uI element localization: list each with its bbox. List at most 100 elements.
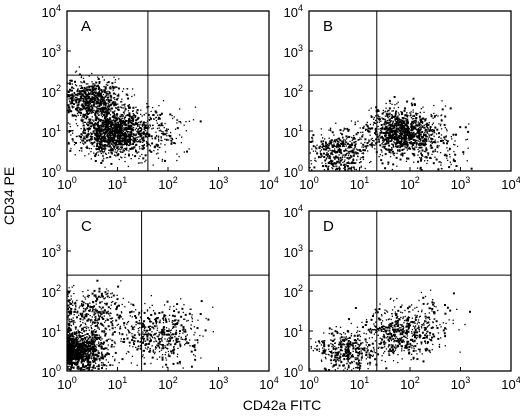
event-dot xyxy=(422,155,424,157)
event-dot xyxy=(87,97,89,99)
event-dot xyxy=(424,145,426,147)
event-dot xyxy=(378,138,380,140)
event-dot xyxy=(388,99,391,102)
event-dot xyxy=(120,130,122,133)
event-dot xyxy=(320,140,323,143)
event-dot xyxy=(400,129,403,131)
event-dot xyxy=(105,91,107,93)
event-dot xyxy=(121,101,123,103)
event-dot xyxy=(73,366,75,368)
event-dot xyxy=(128,137,131,140)
event-dot xyxy=(94,95,96,97)
event-dot xyxy=(333,134,335,136)
event-dot xyxy=(394,132,397,135)
event-dot xyxy=(88,118,91,121)
event-dot xyxy=(370,115,373,118)
event-dot xyxy=(93,152,95,154)
event-dot xyxy=(89,106,91,108)
event-dot xyxy=(173,116,175,118)
event-dot xyxy=(344,143,346,145)
event-dot xyxy=(378,119,381,121)
event-dot xyxy=(85,93,87,95)
event-dot xyxy=(131,146,133,148)
event-dot xyxy=(96,123,99,126)
event-dot xyxy=(75,332,77,335)
event-dot xyxy=(101,150,103,152)
event-dot xyxy=(401,127,404,130)
event-dot xyxy=(402,141,405,143)
event-dot xyxy=(403,117,406,119)
event-dot xyxy=(351,166,353,168)
event-dot xyxy=(323,148,325,151)
event-dot xyxy=(113,121,116,123)
event-dot xyxy=(429,156,432,159)
event-dot xyxy=(108,130,111,133)
event-dot xyxy=(83,368,85,371)
event-dot xyxy=(412,131,415,134)
event-dot xyxy=(99,146,102,149)
event-dot xyxy=(125,139,127,141)
event-dot xyxy=(118,153,120,156)
event-dot xyxy=(370,115,372,117)
event-dot xyxy=(445,135,447,137)
event-dot xyxy=(78,150,81,152)
event-dot xyxy=(409,141,411,144)
event-dot xyxy=(144,125,147,128)
event-dot xyxy=(417,128,419,130)
event-dot xyxy=(423,133,425,135)
event-dot xyxy=(114,134,117,137)
event-dot xyxy=(101,89,103,91)
event-dot xyxy=(69,346,72,349)
event-dot xyxy=(115,119,117,122)
event-dot xyxy=(118,139,121,142)
event-dot xyxy=(111,152,113,154)
event-dot xyxy=(396,165,398,167)
event-dot xyxy=(436,144,438,147)
event-dot xyxy=(351,149,354,152)
event-dot xyxy=(100,139,102,141)
event-dot xyxy=(85,107,88,109)
event-dot xyxy=(432,150,435,153)
event-dot xyxy=(414,140,417,143)
event-dot xyxy=(143,122,146,124)
event-dot xyxy=(132,127,134,129)
event-dot xyxy=(176,119,179,121)
event-dot xyxy=(101,159,104,162)
event-dot xyxy=(328,137,330,139)
event-dot xyxy=(75,99,77,102)
event-dot xyxy=(371,145,373,147)
event-dot xyxy=(429,126,432,128)
event-dot xyxy=(101,125,104,128)
event-dot xyxy=(80,360,83,363)
event-dot xyxy=(80,85,83,87)
event-dot xyxy=(359,158,361,160)
panel-b-events xyxy=(309,96,473,171)
event-dot xyxy=(412,143,414,146)
event-dot xyxy=(424,131,426,133)
event-dot xyxy=(92,366,94,368)
event-dot xyxy=(325,144,327,146)
event-dot xyxy=(375,134,377,136)
event-dot xyxy=(351,143,354,146)
event-dot xyxy=(418,156,421,159)
event-dot xyxy=(69,360,71,362)
event-dot xyxy=(388,115,391,118)
event-dot xyxy=(444,153,447,156)
event-dot xyxy=(383,123,386,126)
event-dot xyxy=(100,101,102,103)
event-dot xyxy=(334,151,336,153)
event-dot xyxy=(160,124,163,127)
event-dot xyxy=(145,134,147,136)
event-dot xyxy=(117,144,119,146)
event-dot xyxy=(156,144,159,147)
event-dot xyxy=(321,146,323,148)
event-dot xyxy=(420,152,422,154)
event-dot xyxy=(74,98,76,100)
event-dot xyxy=(109,128,111,130)
event-dot xyxy=(158,140,160,142)
event-dot xyxy=(135,143,138,146)
event-dot xyxy=(139,135,142,138)
event-dot xyxy=(102,130,104,132)
event-dot xyxy=(143,144,145,146)
event-dot xyxy=(381,151,383,153)
